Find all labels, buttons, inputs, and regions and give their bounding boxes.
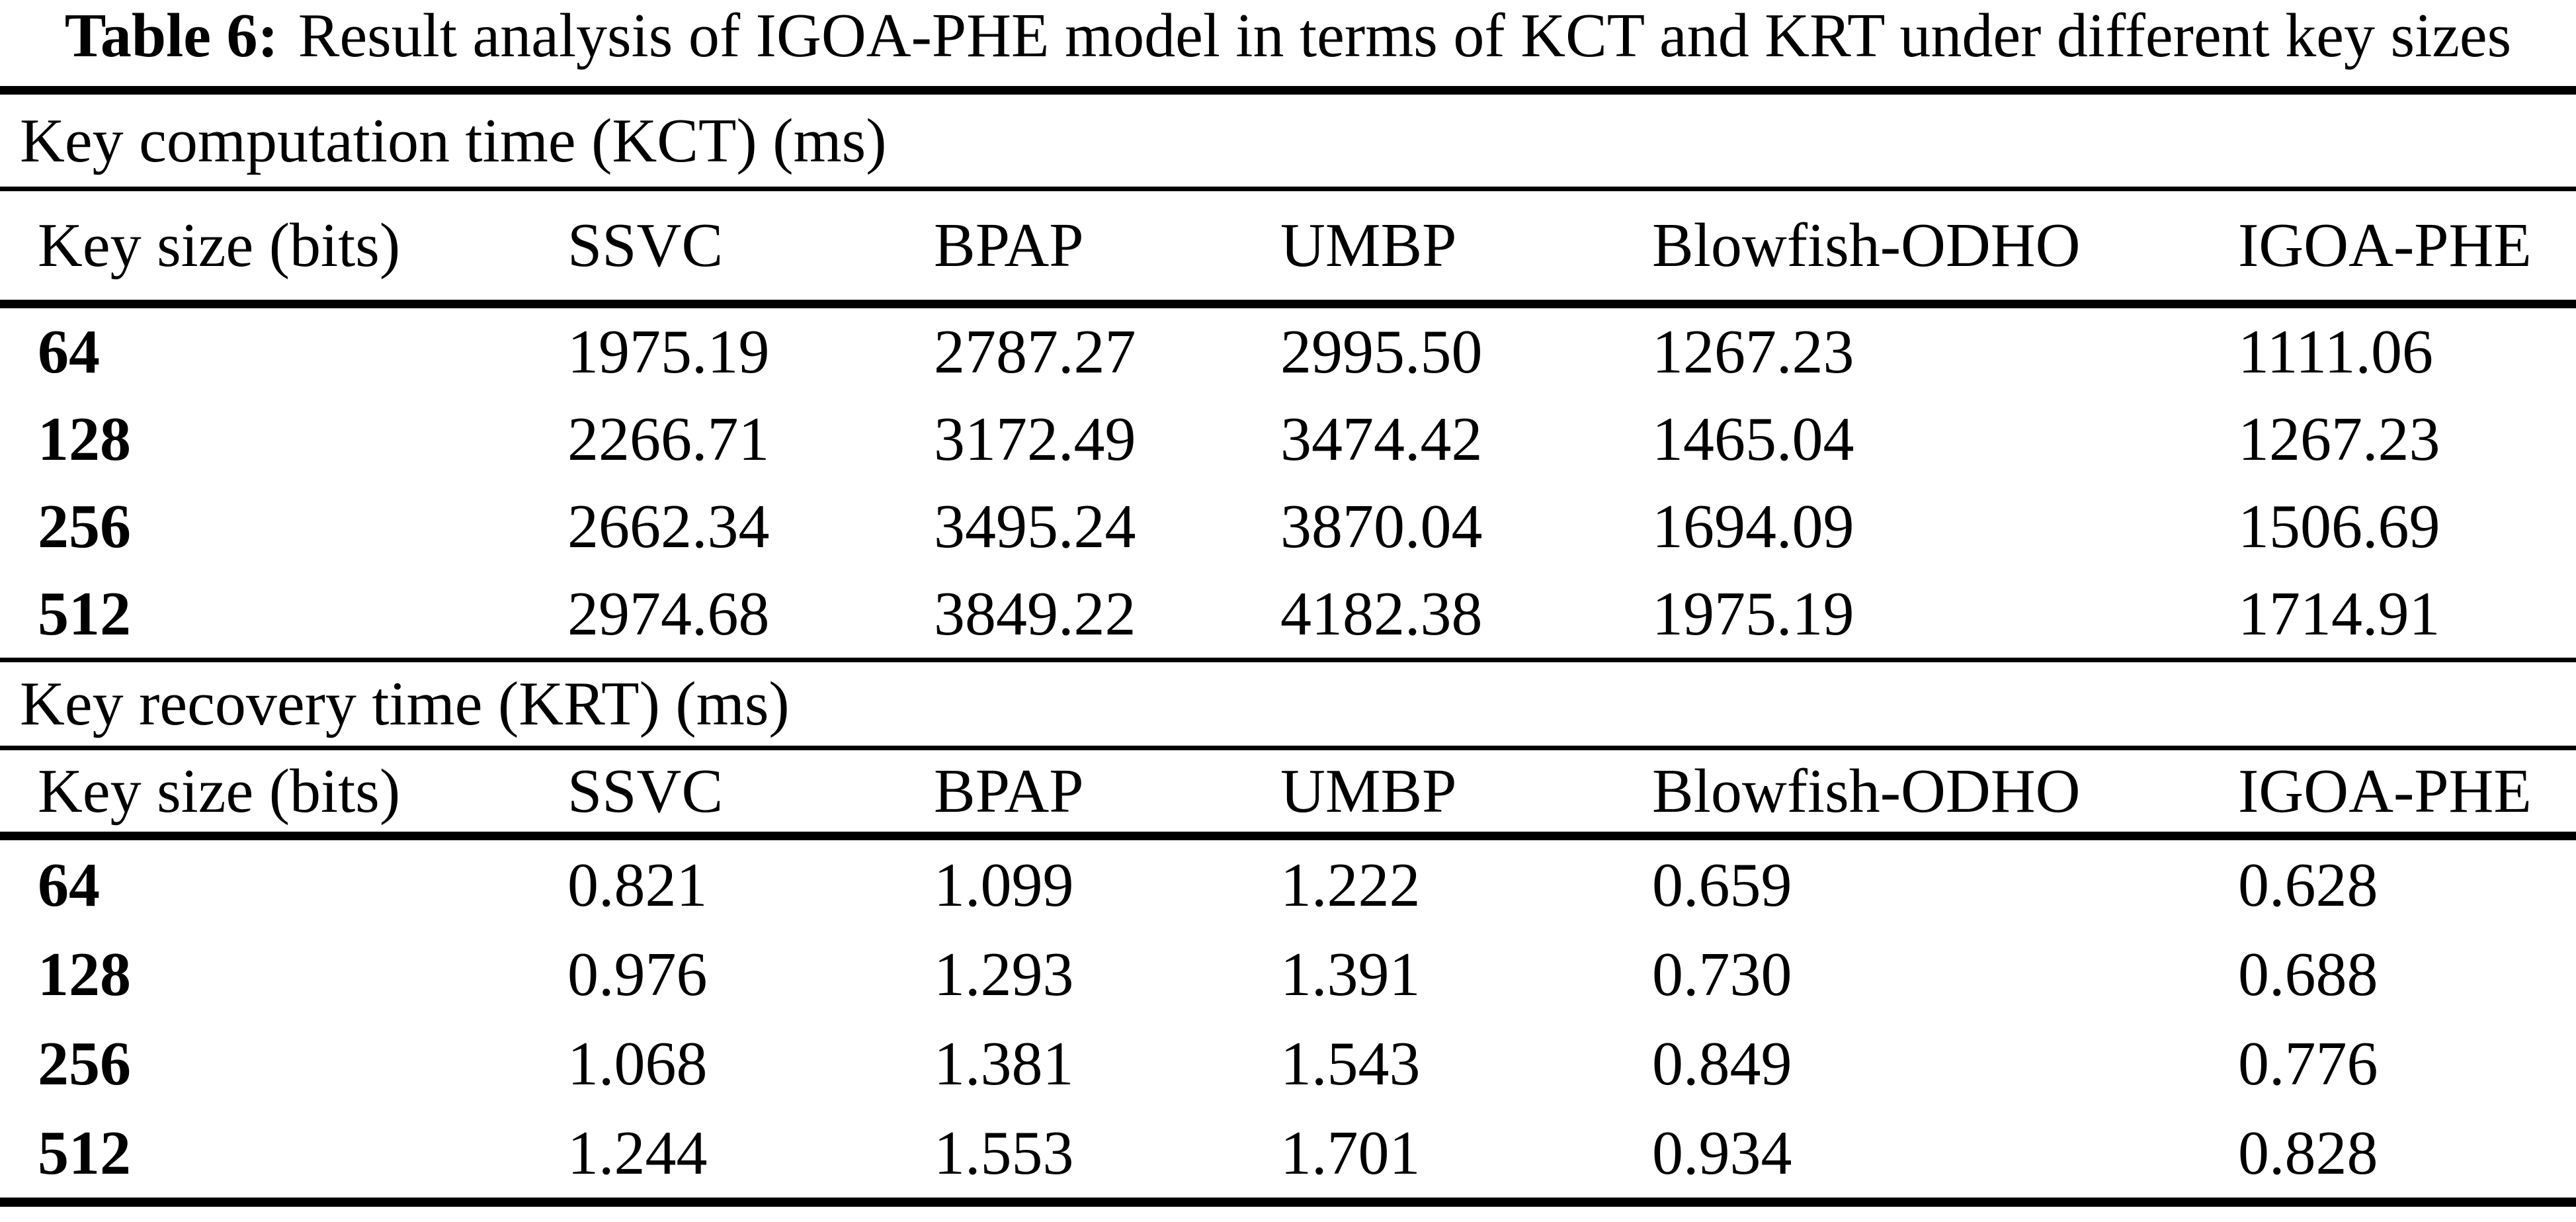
krt-header-row: Key size (bits) SSVC BPAP UMBP Blowfish-…	[0, 746, 2576, 832]
value-cell: 0.659	[1652, 850, 1792, 920]
value-cell: 1.701	[1280, 1118, 1421, 1188]
value-cell: 1714.91	[2238, 580, 2440, 648]
value-cell: 0.849	[1652, 1029, 1792, 1098]
key-size-cell: 256	[38, 492, 131, 561]
column-header-blowfish-odho: Blowfish-ODHO	[1652, 756, 2081, 826]
value-cell: 2787.27	[934, 318, 1136, 386]
value-cell: 1.293	[934, 939, 1074, 1009]
column-header-umbp: UMBP	[1280, 211, 1457, 280]
value-cell: 3495.24	[934, 492, 1136, 561]
table-caption: Table 6: Result analysis of IGOA-PHE mode…	[0, 0, 2576, 86]
table-number: Table 6:	[64, 1, 278, 70]
value-cell: 2995.50	[1280, 318, 1483, 386]
value-cell: 1975.19	[567, 318, 770, 386]
key-size-cell: 64	[38, 318, 100, 386]
value-cell: 2662.34	[567, 492, 770, 561]
key-size-cell: 128	[38, 939, 131, 1009]
value-cell: 3172.49	[934, 405, 1136, 474]
value-cell: 1.381	[934, 1029, 1074, 1098]
column-header-bpap: BPAP	[934, 756, 1084, 826]
krt-section-label: Key recovery time (KRT) (ms)	[0, 658, 2576, 746]
kct-data-rows: 64 1975.19 2787.27 2995.50 1267.23 1111.…	[0, 300, 2576, 658]
column-header-ssvc: SSVC	[567, 756, 724, 826]
value-cell: 2974.68	[567, 580, 770, 648]
value-cell: 1.391	[1280, 939, 1421, 1009]
table-row: 64 0.821 1.099 1.222 0.659 0.628	[0, 840, 2576, 930]
column-header-igoa-phe: IGOA-PHE	[2238, 756, 2532, 826]
value-cell: 1.222	[1280, 850, 1421, 920]
krt-data-rows: 64 0.821 1.099 1.222 0.659 0.628 128 0.9…	[0, 832, 2576, 1198]
value-cell: 1.099	[934, 850, 1074, 920]
column-header-blowfish-odho: Blowfish-ODHO	[1652, 211, 2081, 280]
value-cell: 1506.69	[2238, 492, 2440, 561]
value-cell: 0.688	[2238, 939, 2378, 1009]
table-bottom-rule	[0, 1198, 2576, 1207]
key-size-cell: 512	[38, 1118, 131, 1188]
value-cell: 0.934	[1652, 1118, 1792, 1188]
value-cell: 0.976	[567, 939, 708, 1009]
value-cell: 0.821	[567, 850, 708, 920]
value-cell: 1267.23	[2238, 405, 2440, 474]
table-row: 64 1975.19 2787.27 2995.50 1267.23 1111.…	[0, 308, 2576, 396]
table-row: 512 1.244 1.553 1.701 0.934 0.828	[0, 1108, 2576, 1198]
value-cell: 1111.06	[2238, 318, 2434, 386]
column-header-bpap: BPAP	[934, 211, 1084, 280]
value-cell: 3849.22	[934, 580, 1136, 648]
table-row: 128 0.976 1.293 1.391 0.730 0.688	[0, 930, 2576, 1019]
value-cell: 1.244	[567, 1118, 708, 1188]
table-caption-text: Result analysis of IGOA-PHE model in ter…	[298, 1, 2512, 70]
value-cell: 3870.04	[1280, 492, 1483, 561]
value-cell: 1975.19	[1652, 580, 1854, 648]
key-size-cell: 128	[38, 405, 131, 474]
column-header-key-size: Key size (bits)	[38, 756, 401, 826]
table-row: 128 2266.71 3172.49 3474.42 1465.04 1267…	[0, 396, 2576, 483]
key-size-cell: 512	[38, 580, 131, 648]
value-cell: 1267.23	[1652, 318, 1854, 386]
value-cell: 1.553	[934, 1118, 1074, 1188]
key-size-cell: 64	[38, 850, 100, 920]
table-row: 512 2974.68 3849.22 4182.38 1975.19 1714…	[0, 570, 2576, 658]
column-header-umbp: UMBP	[1280, 756, 1457, 826]
value-cell: 1.543	[1280, 1029, 1421, 1098]
value-cell: 0.730	[1652, 939, 1792, 1009]
value-cell: 1.068	[567, 1029, 708, 1098]
value-cell: 1465.04	[1652, 405, 1854, 474]
table-row: 256 1.068 1.381 1.543 0.849 0.776	[0, 1019, 2576, 1108]
value-cell: 1694.09	[1652, 492, 1854, 561]
value-cell: 0.628	[2238, 850, 2378, 920]
value-cell: 2266.71	[567, 405, 770, 474]
column-header-key-size: Key size (bits)	[38, 211, 401, 280]
kct-section-label: Key computation time (KCT) (ms)	[20, 106, 887, 175]
column-header-igoa-phe: IGOA-PHE	[2238, 211, 2532, 280]
value-cell: 3474.42	[1280, 405, 1483, 474]
value-cell: 0.828	[2238, 1118, 2378, 1188]
table-row: 256 2662.34 3495.24 3870.04 1694.09 1506…	[0, 483, 2576, 570]
value-cell: 0.776	[2238, 1029, 2378, 1098]
results-table: Key computation time (KCT) (ms) Key size…	[0, 86, 2576, 1207]
key-size-cell: 256	[38, 1029, 131, 1098]
value-cell: 4182.38	[1280, 580, 1483, 648]
column-header-ssvc: SSVC	[567, 211, 724, 280]
kct-header-row: Key size (bits) SSVC BPAP UMBP Blowfish-…	[0, 187, 2576, 300]
